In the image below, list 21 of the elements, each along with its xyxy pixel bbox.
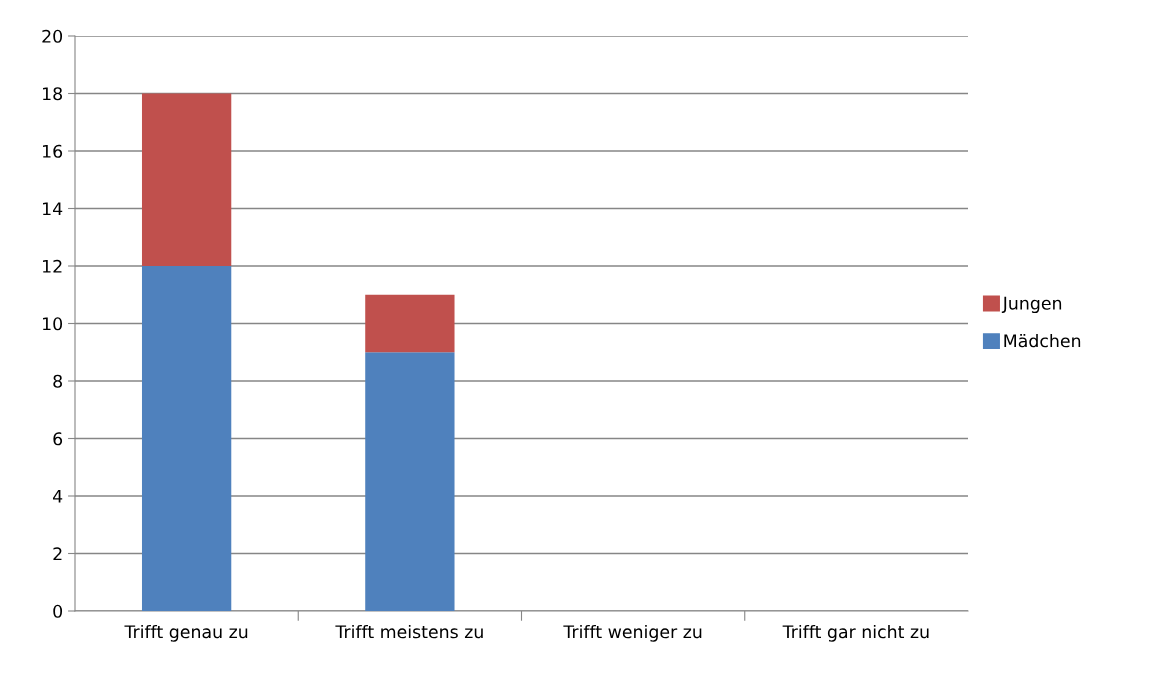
y-tick-label: 4 bbox=[53, 489, 63, 503]
bar bbox=[141, 93, 232, 266]
y-tick-label: 12 bbox=[43, 259, 62, 273]
x-tick-label: Trifft gar nicht zu bbox=[782, 624, 929, 642]
bar bbox=[141, 266, 232, 611]
legend-label: Jungen bbox=[1001, 296, 1062, 314]
y-tick-label: 0 bbox=[53, 604, 63, 618]
x-tick-label: Trifft meistens zu bbox=[335, 624, 483, 639]
x-tick-label: Trifft weniger zu bbox=[563, 624, 702, 642]
x-tick-label: Trifft genau zu bbox=[124, 624, 248, 642]
y-tick-label: 14 bbox=[43, 202, 63, 216]
y-tick-label: 16 bbox=[43, 144, 63, 158]
y-tick-label: 2 bbox=[53, 547, 62, 561]
y-tick-label: 8 bbox=[53, 374, 63, 388]
y-tick-label: 10 bbox=[43, 317, 63, 331]
y-tick-label: 18 bbox=[43, 87, 63, 101]
bar bbox=[365, 352, 455, 611]
legend-label: Mädchen bbox=[1004, 333, 1081, 348]
y-tick-label: 20 bbox=[42, 29, 63, 43]
y-tick-label: 6 bbox=[53, 432, 63, 446]
bar bbox=[365, 294, 455, 353]
